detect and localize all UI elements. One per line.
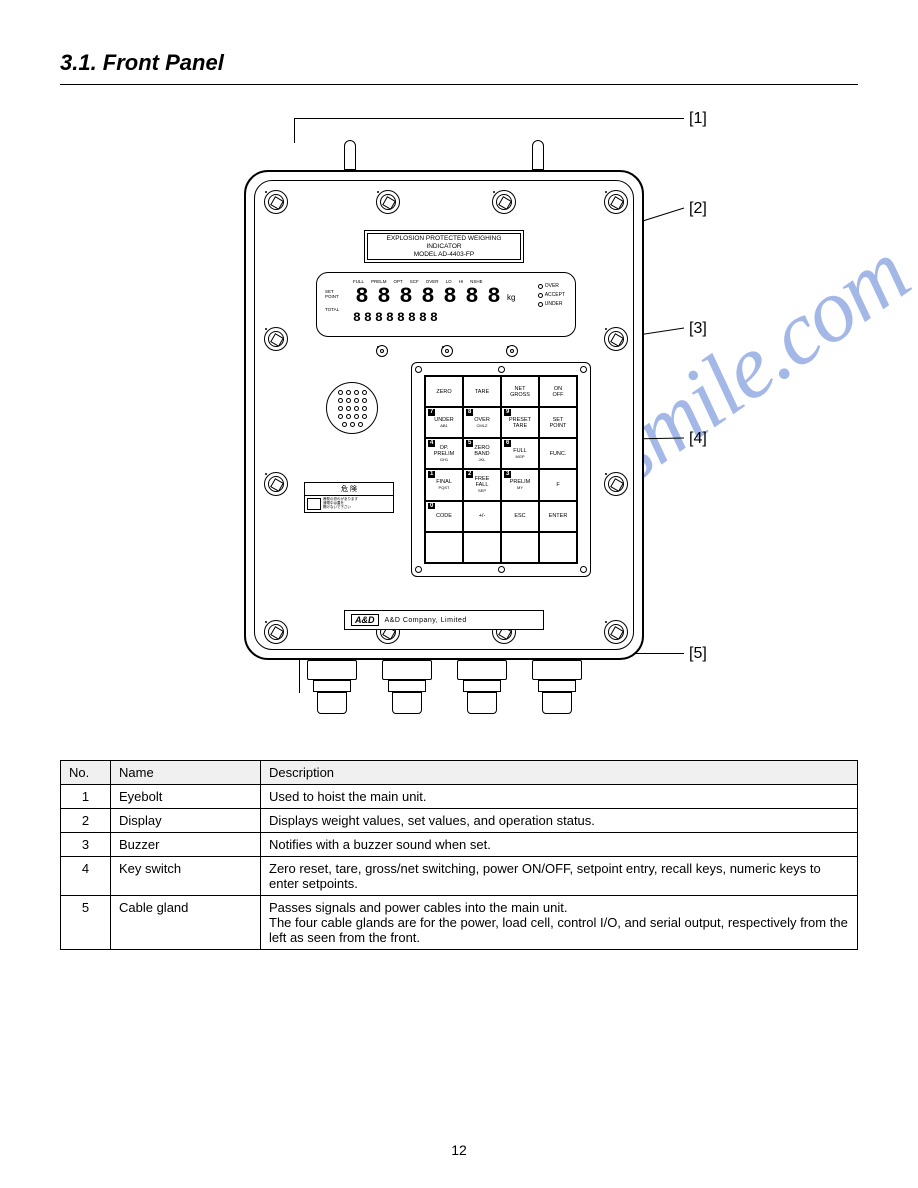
- key[interactable]: ESC: [501, 501, 539, 532]
- th-name: Name: [111, 761, 261, 785]
- dig3: 8: [419, 285, 437, 309]
- company-logo: A&D: [351, 614, 379, 626]
- dig4: 8: [441, 285, 459, 309]
- table-cell: 4: [61, 857, 111, 896]
- table-cell: 2: [61, 809, 111, 833]
- dig2: 8: [397, 285, 415, 309]
- key[interactable]: FUNC.: [539, 438, 577, 469]
- buzzer: [326, 382, 378, 434]
- table-row: 3BuzzerNotifies with a buzzer sound when…: [61, 833, 858, 857]
- led-under: UNDER: [545, 301, 563, 307]
- company-plate: A&D A&D Company, Limited: [344, 610, 544, 630]
- parts-table: No. Name Description 1EyeboltUsed to hoi…: [60, 760, 858, 950]
- table-row: 4Key switchZero reset, tare, gross/net s…: [61, 857, 858, 896]
- table-cell: 1: [61, 785, 111, 809]
- key[interactable]: NET GROSS: [501, 376, 539, 407]
- dig5: 8: [463, 285, 481, 309]
- key[interactable]: 1FINALPQST: [425, 469, 463, 500]
- key-empty: [501, 532, 539, 563]
- lcd-tl-6: HI: [459, 279, 464, 284]
- key-empty: [539, 532, 577, 563]
- th-no: No.: [61, 761, 111, 785]
- sd3: 8: [386, 311, 396, 325]
- display-panel: SET POINT TOTAL FULL PRELM OPT SCF OVER …: [316, 272, 576, 337]
- sd1: 8: [364, 311, 374, 325]
- key[interactable]: 8OVERCMLZ: [463, 407, 501, 438]
- table-cell: Notifies with a buzzer sound when set.: [261, 833, 858, 857]
- key[interactable]: 7UNDERAB1: [425, 407, 463, 438]
- dig1: 8: [375, 285, 393, 309]
- lcd-left-0: SET POINT: [325, 289, 339, 299]
- key[interactable]: 6FULLMGP: [501, 438, 539, 469]
- table-cell: Used to hoist the main unit.: [261, 785, 858, 809]
- table-row: 5Cable glandPasses signals and power cab…: [61, 896, 858, 950]
- key[interactable]: ZERO: [425, 376, 463, 407]
- dig6: 8: [485, 285, 503, 309]
- key[interactable]: F: [539, 469, 577, 500]
- table-cell: 5: [61, 896, 111, 950]
- warning-hdr: 危 険: [305, 483, 393, 496]
- table-row: 1EyeboltUsed to hoist the main unit.: [61, 785, 858, 809]
- callout-4: [4]: [689, 430, 707, 448]
- led-accept: ACCEPT: [545, 292, 565, 298]
- key[interactable]: 2FREE FALLSEP: [463, 469, 501, 500]
- section-title: 3.1. Front Panel: [60, 50, 858, 76]
- sd0: 8: [353, 311, 363, 325]
- key[interactable]: 3PRELIMMY: [501, 469, 539, 500]
- cable-glands: [294, 660, 594, 715]
- key[interactable]: +/-: [463, 501, 501, 532]
- table-cell: Key switch: [111, 857, 261, 896]
- key-empty: [425, 532, 463, 563]
- sd4: 8: [397, 311, 407, 325]
- table-cell: 3: [61, 833, 111, 857]
- key[interactable]: TARE: [463, 376, 501, 407]
- callout-2: [2]: [689, 200, 707, 218]
- table-cell: Zero reset, tare, gross/net switching, p…: [261, 857, 858, 896]
- nameplate-line1: EXPLOSION PROTECTED WEIGHING INDICATOR: [370, 235, 518, 251]
- warning-label: 危 険 爆発の恐れがあります通電中は蓋を開けないで下さい: [304, 482, 394, 513]
- sd2: 8: [375, 311, 385, 325]
- nameplate-line2: MODEL AD-4403-FP: [370, 251, 518, 259]
- table-cell: Passes signals and power cables into the…: [261, 896, 858, 950]
- table-cell: Buzzer: [111, 833, 261, 857]
- dig0: 8: [353, 285, 371, 309]
- key[interactable]: 9PRESET TARE: [501, 407, 539, 438]
- callout-5: [5]: [689, 645, 707, 663]
- key[interactable]: ON OFF: [539, 376, 577, 407]
- sd6: 8: [419, 311, 429, 325]
- key[interactable]: 5ZERO BANDJKL: [463, 438, 501, 469]
- title-rule: [60, 84, 858, 85]
- table-cell: Display: [111, 809, 261, 833]
- key[interactable]: 4OP. PRELIMGH1: [425, 438, 463, 469]
- sd7: 8: [430, 311, 440, 325]
- key-empty: [463, 532, 501, 563]
- key[interactable]: ENTER: [539, 501, 577, 532]
- table-row: 2DisplayDisplays weight values, set valu…: [61, 809, 858, 833]
- company-name: A&D Company, Limited: [385, 617, 467, 624]
- sd5: 8: [408, 311, 418, 325]
- callout-3: [3]: [689, 320, 707, 338]
- keypad: ZEROTARENET GROSSON OFF 7UNDERAB18OVERCML…: [411, 362, 591, 577]
- th-desc: Description: [261, 761, 858, 785]
- figure: manualsmile.com [1] [2] [3] [4] [5]: [149, 105, 769, 745]
- nameplate: EXPLOSION PROTECTED WEIGHING INDICATOR M…: [364, 230, 524, 263]
- lcd-unit: kg: [507, 293, 515, 302]
- table-cell: Cable gland: [111, 896, 261, 950]
- led-over: OVER: [545, 283, 559, 289]
- key[interactable]: 0CODE: [425, 501, 463, 532]
- table-cell: Displays weight values, set values, and …: [261, 809, 858, 833]
- key[interactable]: SET POINT: [539, 407, 577, 438]
- callout-1: [1]: [689, 110, 707, 128]
- lcd-left-1: TOTAL: [325, 307, 339, 312]
- table-cell: Eyebolt: [111, 785, 261, 809]
- page-number: 12: [451, 1142, 467, 1158]
